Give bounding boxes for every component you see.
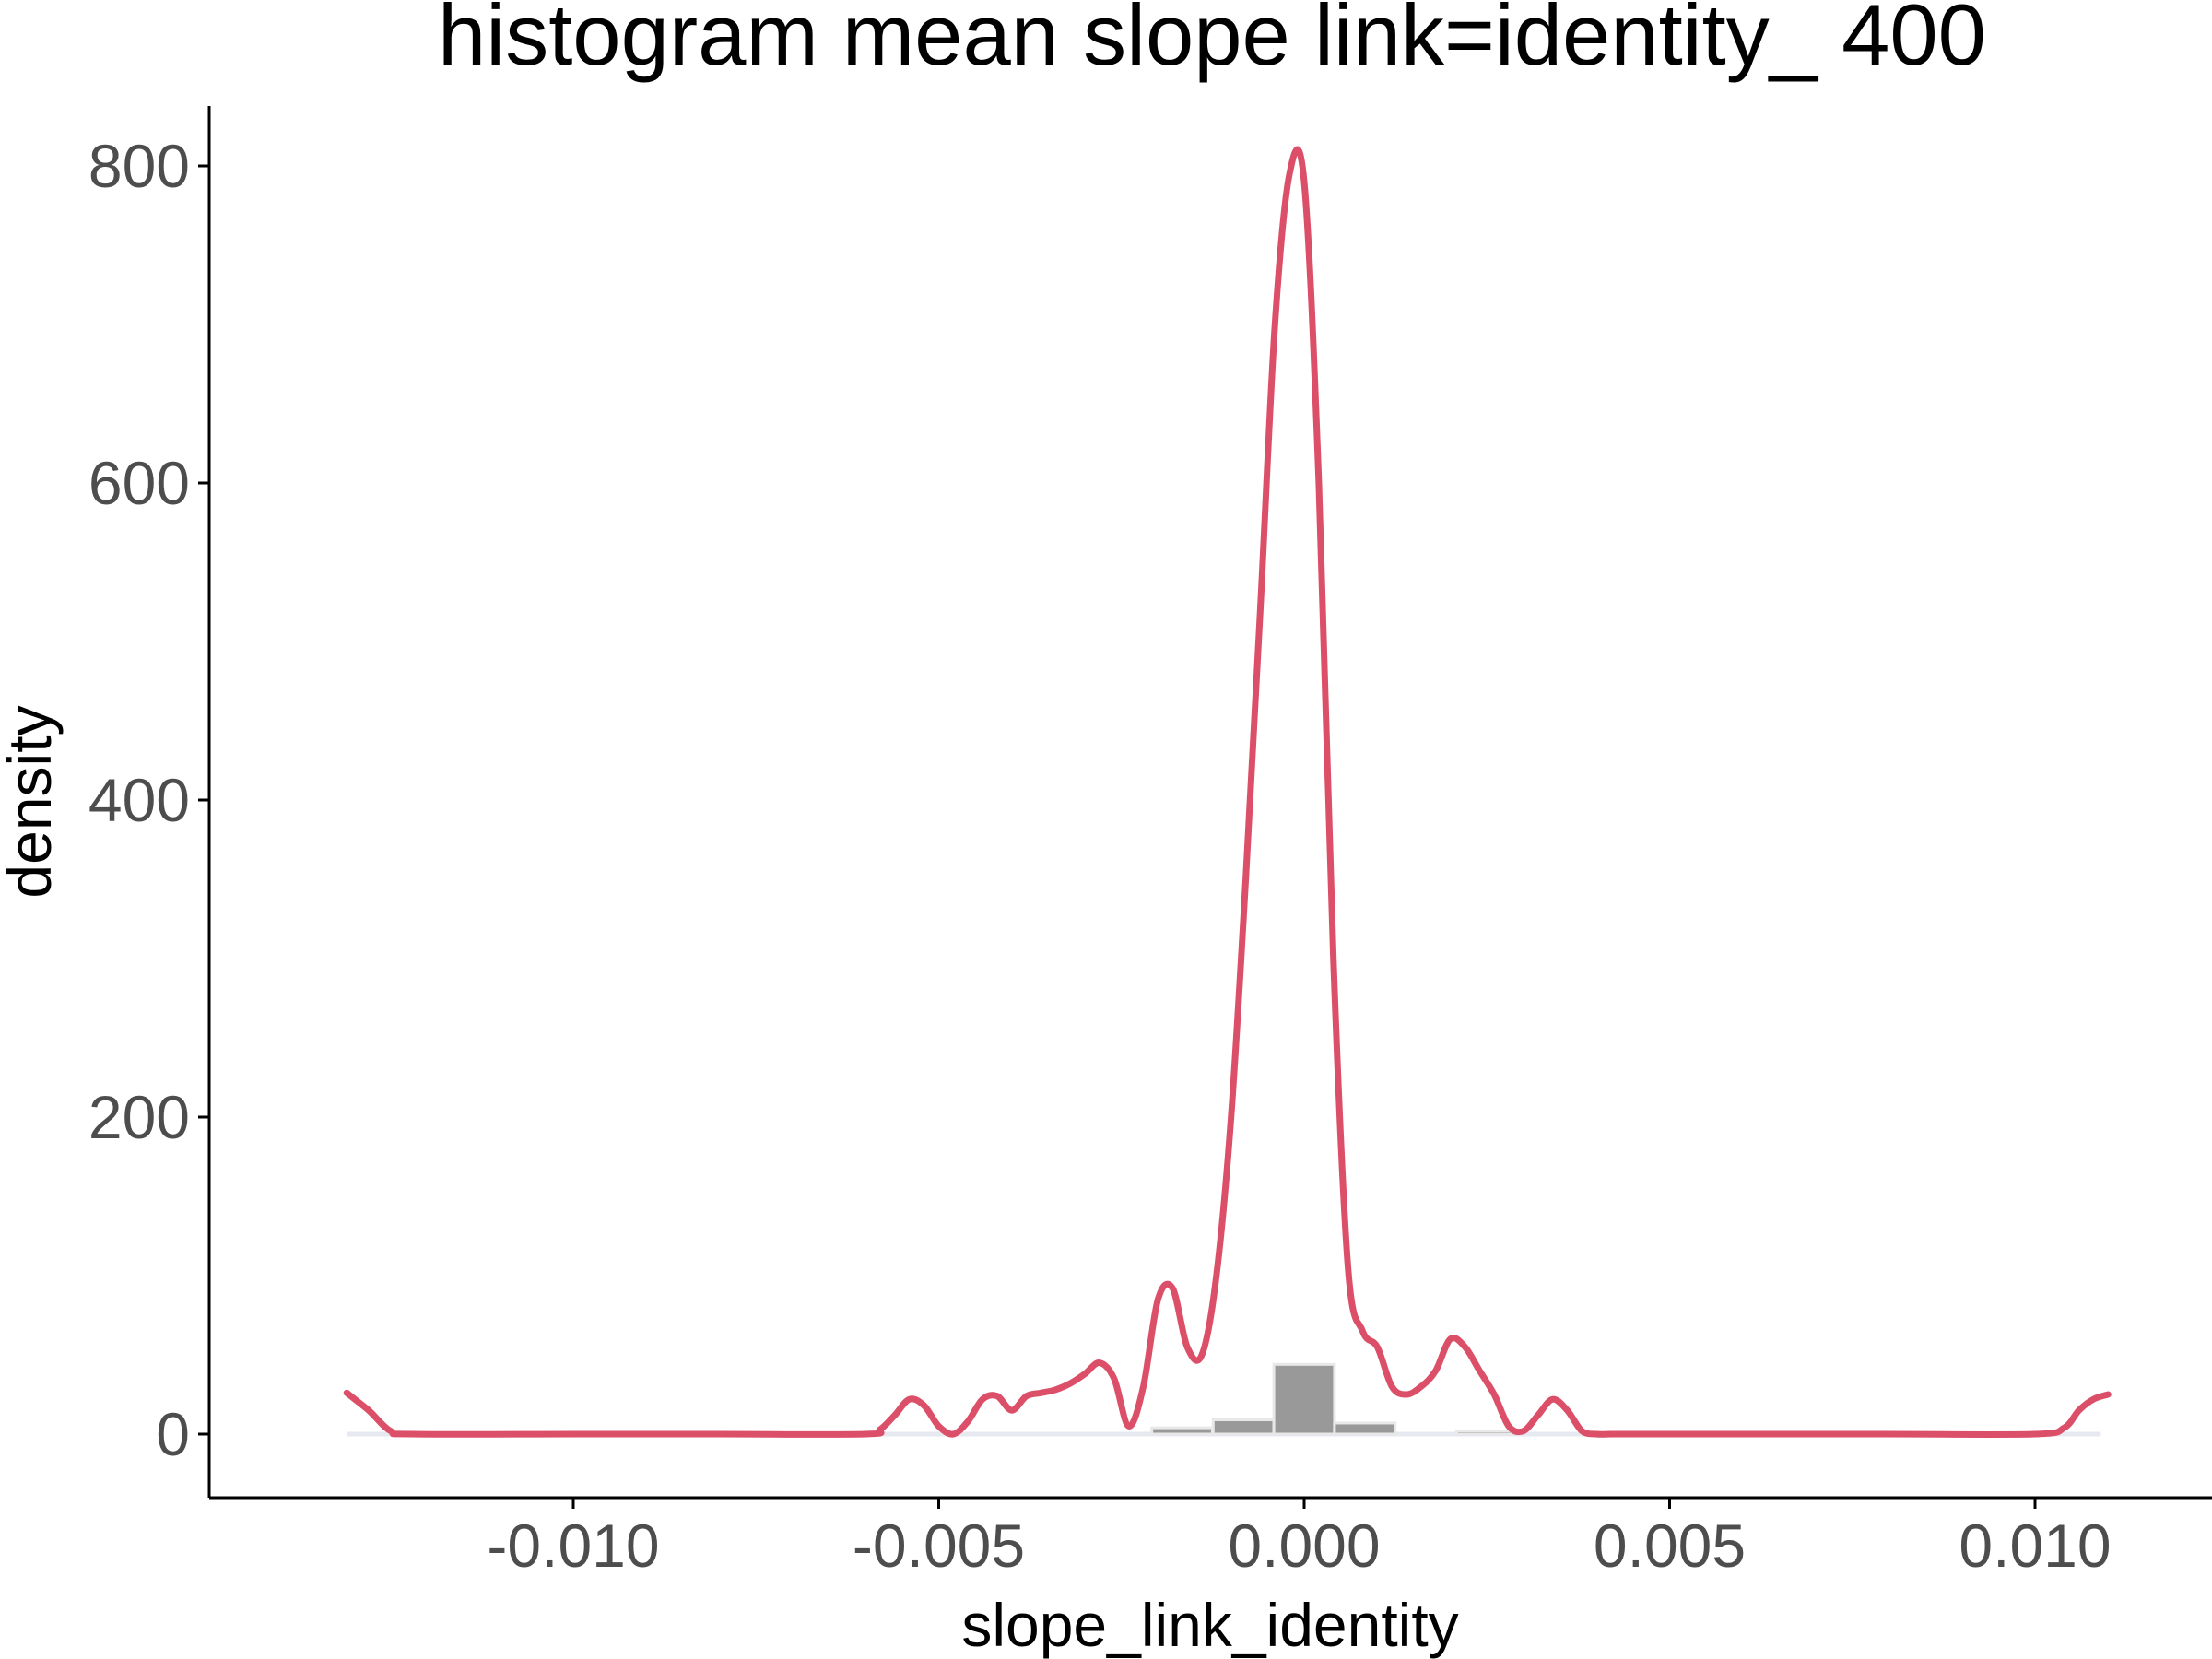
y-tick-label-4: 800 <box>88 132 190 200</box>
y-tick-label-3: 600 <box>88 449 190 517</box>
histogram-bar-4 <box>1454 1430 1519 1436</box>
x-axis-ticks: -0.010 -0.005 0.000 0.005 0.010 <box>487 1498 2112 1580</box>
histogram-bar-1 <box>1211 1418 1276 1436</box>
y-axis-ticks: 0 200 400 600 800 <box>88 132 209 1468</box>
y-axis-title: density <box>0 705 64 898</box>
x-tick-label-4: 0.010 <box>1959 1512 2111 1580</box>
y-tick-label-2: 400 <box>88 766 190 834</box>
x-axis-title: slope_link_identity <box>961 1591 1458 1659</box>
y-tick-label-0: 0 <box>156 1400 190 1468</box>
x-tick-label-3: 0.005 <box>1594 1512 1746 1580</box>
x-tick-label-1: -0.005 <box>853 1512 1025 1580</box>
x-tick-label-0: -0.010 <box>487 1512 659 1580</box>
histogram-bar-3 <box>1333 1421 1397 1436</box>
histogram-bar-0 <box>1150 1426 1214 1436</box>
chart-title: histogram mean slope link=identity_ 400 <box>438 0 1986 83</box>
plot-marks <box>343 146 2112 1438</box>
y-tick-label-1: 200 <box>88 1083 190 1151</box>
x-tick-label-2: 0.000 <box>1228 1512 1380 1580</box>
density-curve <box>343 146 2112 1438</box>
histogram-bar-2 <box>1272 1362 1336 1436</box>
